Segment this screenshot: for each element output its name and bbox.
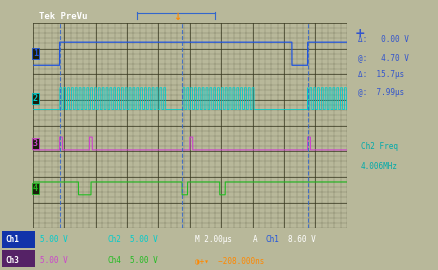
Text: 1: 1	[33, 49, 38, 58]
Text: Ch2 Freq: Ch2 Freq	[360, 142, 397, 151]
Text: Ch4: Ch4	[107, 256, 121, 265]
Text: Ch2: Ch2	[107, 235, 121, 244]
Text: @:  7.99μs: @: 7.99μs	[357, 87, 403, 97]
Text: 4.006MHz: 4.006MHz	[360, 163, 397, 171]
Text: Δ:   0.00 V: Δ: 0.00 V	[357, 35, 408, 44]
Bar	[2, 250, 35, 268]
Text: Δ:  15.7μs: Δ: 15.7μs	[357, 70, 403, 79]
Text: @:   4.70 V: @: 4.70 V	[357, 53, 408, 62]
Text: Tek PreVu: Tek PreVu	[39, 12, 87, 21]
Text: Ch1: Ch1	[5, 235, 19, 244]
Text: ↓: ↓	[173, 12, 181, 22]
Bar	[2, 231, 35, 248]
Text: 5.00 V: 5.00 V	[40, 235, 68, 244]
Text: 5.00 V: 5.00 V	[129, 235, 157, 244]
Text: 2: 2	[33, 94, 38, 103]
Text: M 2.00μs: M 2.00μs	[195, 235, 232, 244]
Text: 5.00 V: 5.00 V	[40, 256, 68, 265]
Text: Ch1: Ch1	[265, 235, 279, 244]
Text: ◑+▾  −208.000ns: ◑+▾ −208.000ns	[195, 256, 264, 265]
Text: +: +	[353, 27, 364, 40]
Text: 5.00 V: 5.00 V	[129, 256, 157, 265]
Text: 4: 4	[33, 184, 38, 193]
Text: Ch3: Ch3	[5, 256, 19, 265]
Text: 3: 3	[33, 139, 38, 148]
Text: A: A	[252, 235, 257, 244]
Text: 8.60 V: 8.60 V	[287, 235, 314, 244]
